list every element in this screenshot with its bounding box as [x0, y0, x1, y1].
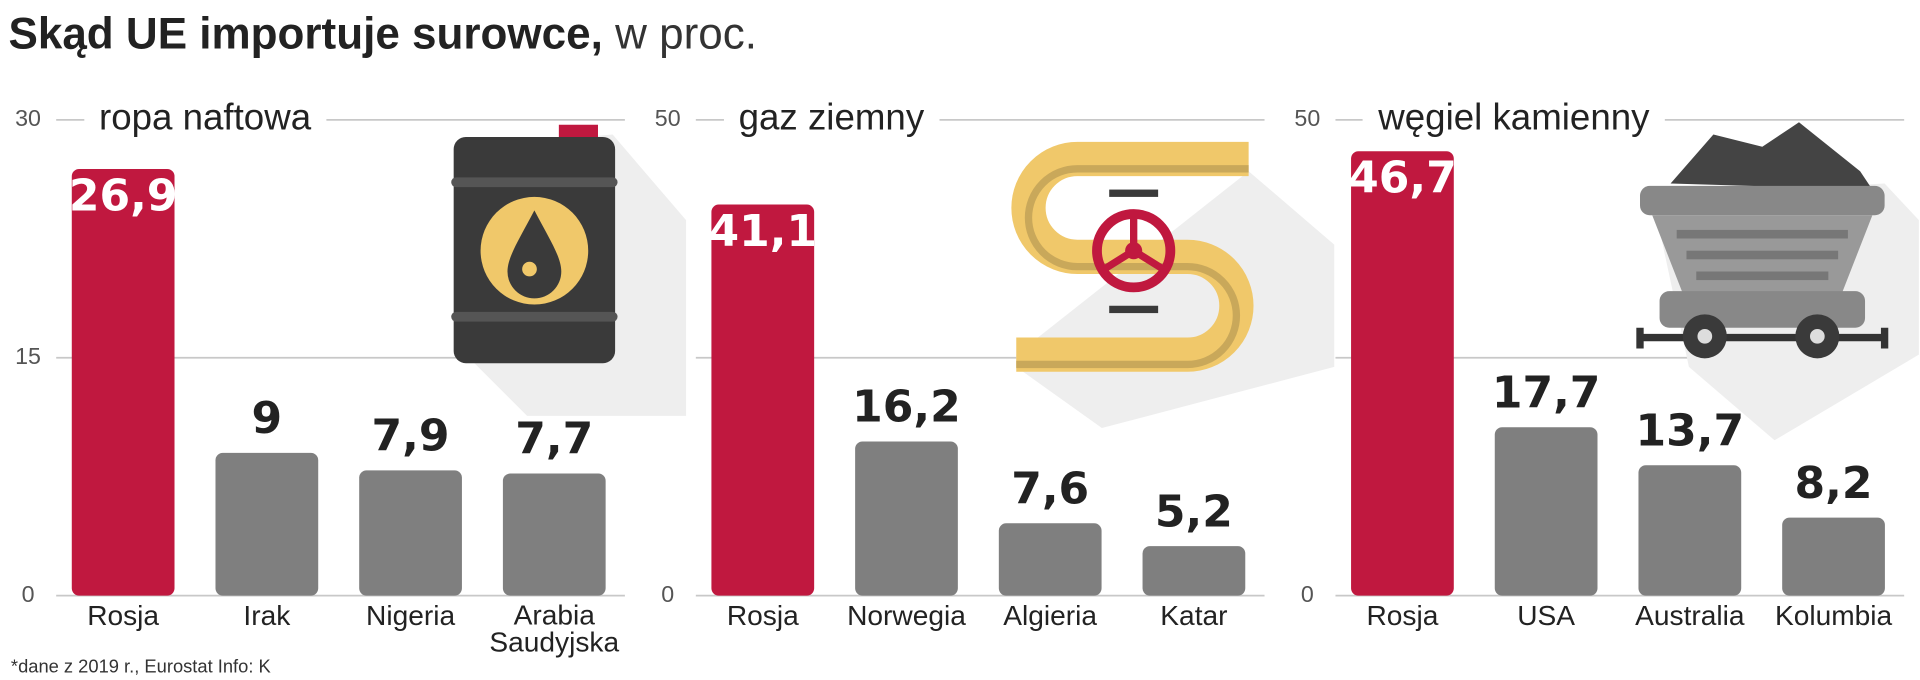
value-label: 41,1: [708, 206, 817, 257]
value-label: 13,7: [1636, 405, 1745, 456]
y-tick-label: 0: [22, 581, 35, 607]
title-main: Skąd UE importuje surowce,: [8, 9, 602, 58]
coal-cart-icon: [1636, 122, 1919, 441]
x-tick-label: Rosja: [87, 600, 159, 631]
x-tick-label: Australia: [1635, 600, 1745, 631]
x-tick-label: USA: [1517, 600, 1575, 631]
oil-barrel-icon: [451, 124, 687, 416]
x-tick-label: Rosja: [727, 600, 799, 631]
y-tick-label: 30: [15, 105, 41, 131]
value-label: 17,7: [1492, 367, 1601, 418]
chart-title-background: [1362, 96, 1665, 138]
title-unit: w proc.: [614, 9, 757, 58]
value-label: 9: [252, 393, 283, 444]
bar: [1638, 465, 1742, 596]
y-tick-label: 15: [15, 343, 41, 369]
y-tick-label: 0: [661, 581, 674, 607]
bar: [502, 473, 606, 596]
value-label: 5,2: [1155, 486, 1233, 537]
chart-title: gaz ziemny: [739, 97, 925, 138]
chart-title-background: [84, 96, 327, 138]
value-label: 16,2: [852, 382, 961, 433]
x-tick-label: Kolumbia: [1775, 600, 1893, 631]
x-tick-label: Irak: [243, 600, 291, 631]
source-note: *dane z 2019 r., Eurostat Info: K: [11, 656, 272, 677]
bar: [1782, 517, 1885, 596]
bar: [359, 470, 462, 596]
bar: [1494, 427, 1598, 596]
bar: [71, 169, 175, 596]
chart-title: ropa naftowa: [99, 97, 312, 138]
bar: [998, 523, 1102, 596]
value-label: 46,7: [1348, 153, 1457, 204]
value-label: 7,9: [372, 411, 450, 462]
y-tick-label: 0: [1301, 581, 1314, 607]
bar: [1351, 151, 1454, 596]
page-title: Skąd UE importuje surowce, w proc.: [8, 9, 756, 58]
y-tick-label: 50: [655, 105, 681, 131]
x-tick-label: Algieria: [1003, 600, 1097, 631]
bar: [711, 204, 815, 596]
gas-pipe-icon: [1011, 141, 1335, 429]
value-label: 26,9: [69, 170, 178, 221]
value-label: 7,6: [1011, 463, 1089, 514]
x-tick-label: Arabia Saudyjska: [489, 600, 619, 658]
x-tick-label: Nigeria: [366, 600, 455, 631]
bar: [1142, 546, 1246, 596]
x-tick-label: Katar: [1160, 600, 1227, 631]
y-tick-label: 50: [1294, 105, 1320, 131]
bar: [215, 452, 319, 596]
x-tick-label: Norwegia: [847, 600, 966, 631]
value-label: 7,7: [515, 414, 593, 465]
chart-title: węgiel kamienny: [1377, 97, 1650, 138]
chart-title-background: [723, 96, 940, 138]
value-label: 8,2: [1795, 458, 1873, 509]
bar: [855, 441, 958, 596]
icons: [451, 122, 1919, 441]
x-tick-label: Rosja: [1366, 600, 1438, 631]
